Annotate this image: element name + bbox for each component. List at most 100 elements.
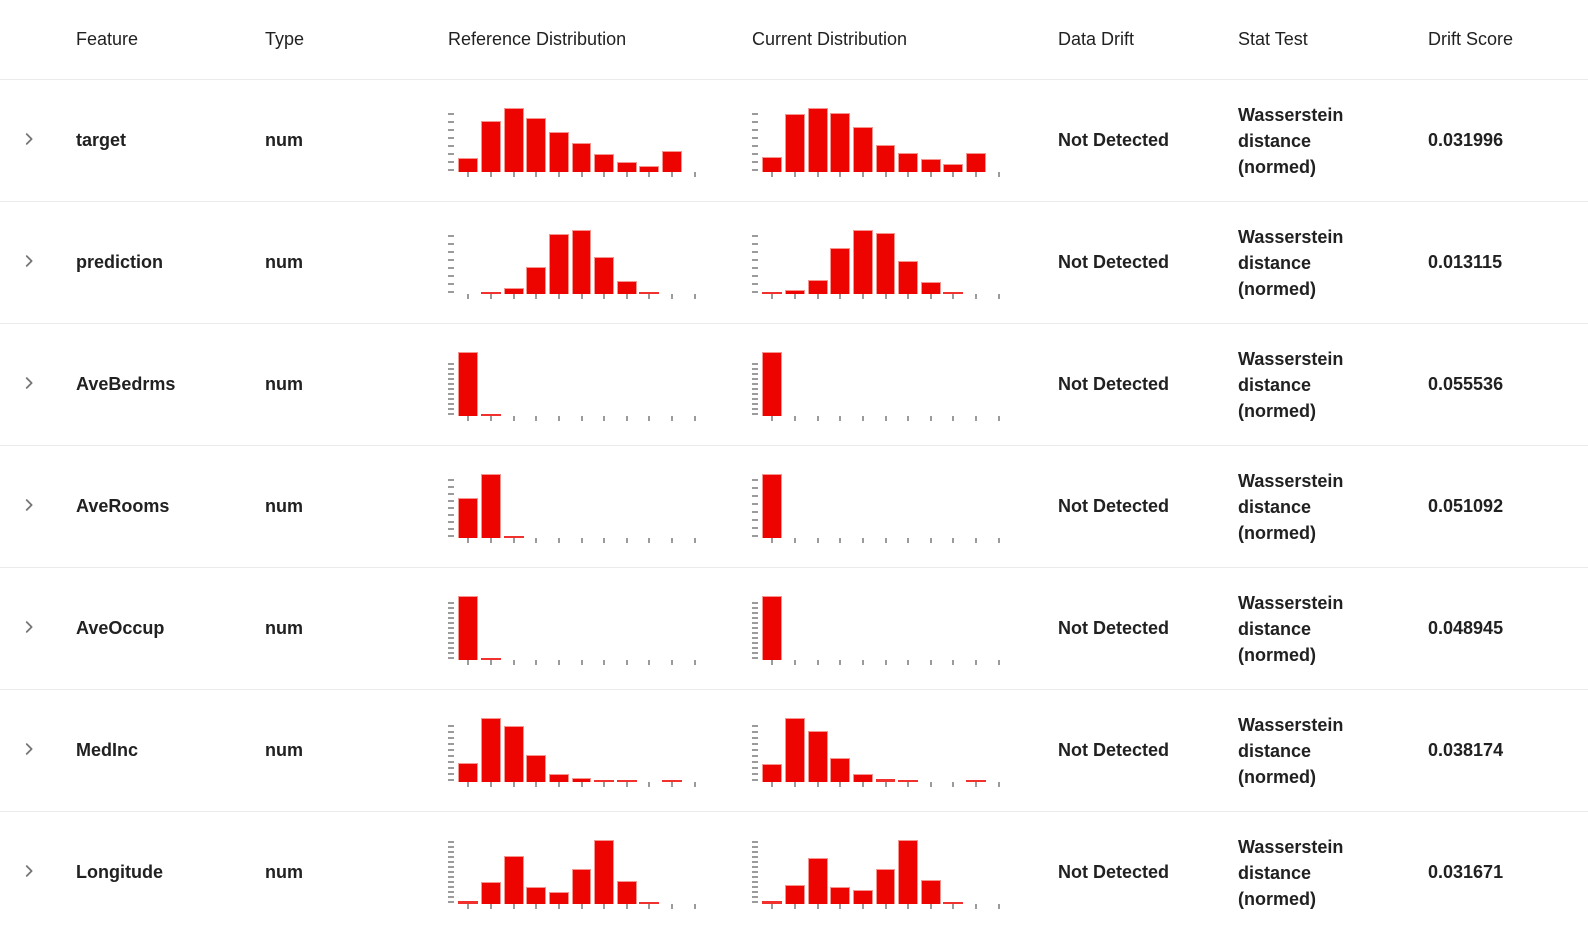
- histogram-bar: [852, 890, 873, 904]
- histogram-bar: [458, 763, 479, 782]
- column-header-type: Type: [265, 29, 305, 49]
- histogram-bar: [503, 856, 524, 904]
- chevron-right-icon: [20, 862, 38, 883]
- histogram-y-axis: [448, 714, 457, 787]
- histogram-bars: [761, 226, 1010, 299]
- current-distribution-histogram: [752, 348, 1010, 421]
- histogram-y-axis: [448, 470, 457, 543]
- histogram-y-axis: [448, 836, 457, 909]
- feature-type: num: [265, 618, 303, 638]
- x-axis-tick: [907, 538, 910, 543]
- histogram-bar: [875, 145, 896, 172]
- x-axis-tick: [671, 416, 674, 421]
- feature-type: num: [265, 496, 303, 516]
- x-axis-tick: [793, 294, 796, 299]
- x-axis-tick: [512, 782, 515, 787]
- histogram-bars: [457, 226, 706, 299]
- x-axis-tick: [816, 294, 819, 299]
- histogram-bar: [662, 780, 683, 782]
- histogram-bar: [571, 778, 592, 782]
- drift-score-value: 0.031996: [1428, 130, 1504, 150]
- x-axis-tick: [997, 660, 1000, 665]
- x-axis-tick: [580, 172, 583, 177]
- histogram-bar: [920, 282, 941, 294]
- x-axis-tick: [793, 904, 796, 909]
- expand-row-button[interactable]: [17, 251, 41, 275]
- x-axis-tick: [839, 904, 842, 909]
- x-axis-tick: [625, 294, 628, 299]
- histogram-bar: [830, 113, 851, 172]
- histogram-bar: [943, 902, 964, 904]
- drift-score-value: 0.055536: [1428, 374, 1504, 394]
- histogram-bar: [639, 166, 660, 172]
- histogram-y-axis: [752, 714, 761, 787]
- histogram-bar: [875, 869, 896, 904]
- data-drift-status: Not Detected: [1058, 496, 1170, 516]
- feature-name: AveRooms: [76, 496, 170, 516]
- x-axis-tick: [467, 416, 470, 421]
- histogram-bar: [594, 780, 615, 782]
- expand-row-button[interactable]: [17, 617, 41, 641]
- histogram-bar: [852, 127, 873, 172]
- x-axis-tick: [535, 294, 538, 299]
- expand-row-button[interactable]: [17, 129, 41, 153]
- histogram-bar: [762, 292, 783, 294]
- histogram-bar: [762, 352, 783, 416]
- x-axis-tick: [997, 538, 1000, 543]
- x-axis-tick: [557, 904, 560, 909]
- histogram-bar: [616, 281, 637, 294]
- x-axis-tick: [693, 294, 696, 299]
- x-axis-tick: [580, 660, 583, 665]
- data-drift-status: Not Detected: [1058, 374, 1170, 394]
- histogram-bars: [457, 348, 706, 421]
- x-axis-tick: [997, 172, 1000, 177]
- histogram-bar: [458, 158, 479, 172]
- histogram-bars: [761, 592, 1010, 665]
- x-axis-tick: [625, 416, 628, 421]
- histogram-bars: [457, 714, 706, 787]
- x-axis-tick: [693, 172, 696, 177]
- histogram-bar: [458, 901, 479, 904]
- x-axis-tick: [929, 172, 932, 177]
- x-axis-tick: [793, 172, 796, 177]
- histogram-bars: [761, 104, 1010, 177]
- x-axis-tick: [861, 172, 864, 177]
- histogram-y-axis: [448, 348, 457, 421]
- histogram-bar: [762, 596, 783, 660]
- reference-distribution-histogram: [448, 226, 706, 299]
- expand-row-button[interactable]: [17, 739, 41, 763]
- histogram-bar: [616, 780, 637, 782]
- histogram-bar: [807, 108, 828, 172]
- x-axis-tick: [771, 782, 774, 787]
- histogram-bar: [548, 132, 569, 172]
- histogram-bar: [503, 108, 524, 172]
- histogram-bar: [458, 596, 479, 660]
- x-axis-tick: [884, 660, 887, 665]
- feature-name: target: [76, 130, 127, 150]
- expand-row-button[interactable]: [17, 861, 41, 885]
- stat-test-name: Wasserstein distance (normed): [1238, 836, 1344, 909]
- histogram-bar: [875, 233, 896, 294]
- histogram-bar: [481, 658, 501, 660]
- x-axis-tick: [884, 294, 887, 299]
- x-axis-tick: [816, 416, 819, 421]
- x-axis-tick: [489, 416, 492, 421]
- feature-name: prediction: [76, 252, 164, 272]
- drift-score-value: 0.038174: [1428, 740, 1504, 760]
- data-drift-status: Not Detected: [1058, 862, 1170, 882]
- histogram-bar: [830, 248, 851, 294]
- expand-row-button[interactable]: [17, 373, 41, 397]
- x-axis-tick: [489, 782, 492, 787]
- x-axis-tick: [793, 538, 796, 543]
- x-axis-tick: [861, 904, 864, 909]
- x-axis-tick: [648, 782, 651, 787]
- reference-distribution-histogram: [448, 348, 706, 421]
- column-header-drift-score: Drift Score: [1428, 29, 1514, 49]
- current-distribution-histogram: [752, 836, 1010, 909]
- x-axis-tick: [535, 904, 538, 909]
- expand-row-button[interactable]: [17, 495, 41, 519]
- x-axis-tick: [975, 660, 978, 665]
- x-axis-tick: [580, 538, 583, 543]
- x-axis-tick: [861, 416, 864, 421]
- x-axis-tick: [467, 904, 470, 909]
